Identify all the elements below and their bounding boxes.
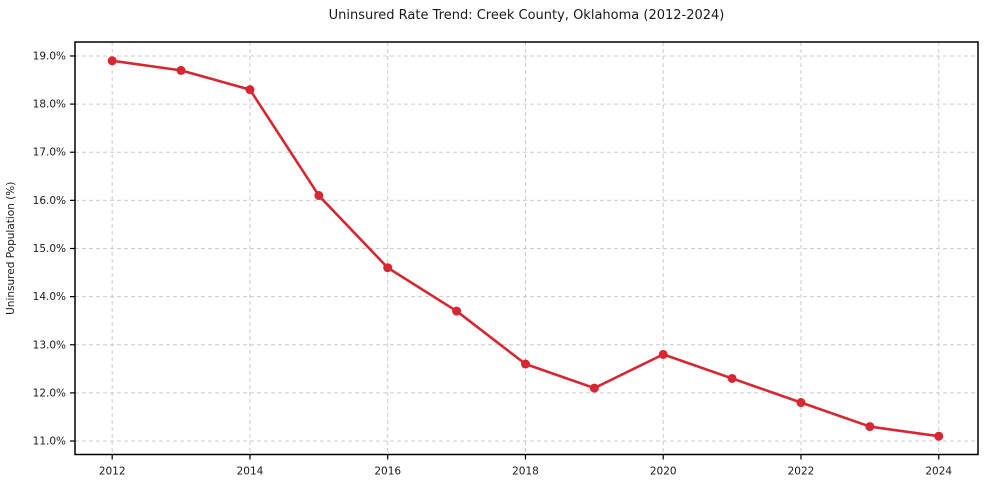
data-point-marker (107, 56, 117, 66)
y-tick-label: 13.0% (33, 339, 66, 351)
data-point-marker (727, 373, 737, 383)
x-tick-label: 2024 (925, 466, 952, 478)
data-point-marker (934, 431, 944, 441)
y-tick-label: 14.0% (33, 291, 66, 303)
x-tick-label: 2022 (788, 466, 815, 478)
chart-title: Uninsured Rate Trend: Creek County, Okla… (328, 8, 725, 23)
y-axis-label: Uninsured Population (%) (5, 182, 17, 315)
y-tick-label: 16.0% (33, 195, 66, 207)
data-point-marker (589, 383, 599, 393)
y-tick-label: 15.0% (33, 243, 66, 255)
x-tick-label: 2016 (374, 466, 401, 478)
x-tick-label: 2012 (99, 466, 126, 478)
y-tick-label: 11.0% (33, 436, 66, 448)
data-point-marker (176, 65, 186, 75)
x-tick-label: 2020 (650, 466, 677, 478)
y-tick-label: 12.0% (33, 387, 66, 399)
data-point-marker (245, 85, 255, 95)
data-point-marker (520, 359, 530, 369)
y-tick-label: 19.0% (33, 50, 66, 62)
data-point-marker (865, 422, 875, 432)
y-tick-label: 18.0% (33, 99, 66, 111)
y-tick-label: 17.0% (33, 147, 66, 159)
data-point-marker (658, 349, 668, 359)
data-point-marker (796, 398, 806, 408)
x-tick-label: 2018 (512, 466, 539, 478)
x-tick-label: 2014 (237, 466, 264, 478)
data-point-marker (314, 191, 324, 201)
data-point-marker (452, 306, 462, 316)
data-point-marker (383, 263, 393, 273)
